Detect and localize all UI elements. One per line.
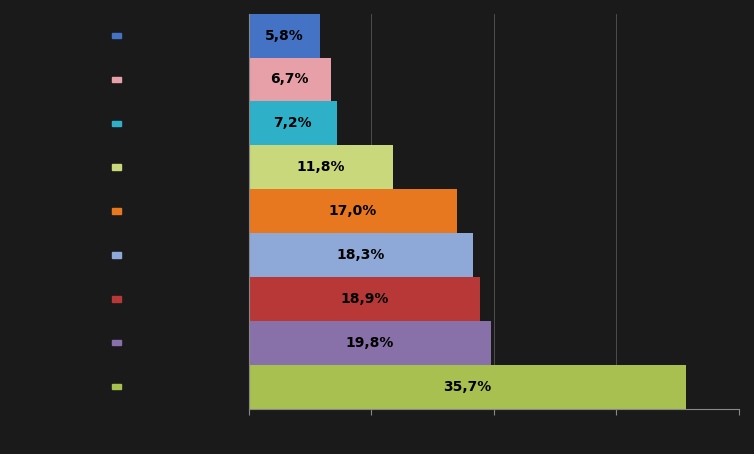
Text: 18,3%: 18,3% <box>337 248 385 262</box>
Text: 7,2%: 7,2% <box>274 116 312 130</box>
Text: 18,9%: 18,9% <box>340 292 389 306</box>
Text: 35,7%: 35,7% <box>443 380 492 394</box>
Bar <box>249 233 473 277</box>
Text: 6,7%: 6,7% <box>271 73 309 86</box>
Text: 11,8%: 11,8% <box>297 160 345 174</box>
Bar <box>249 58 331 101</box>
Bar <box>249 321 492 365</box>
Bar <box>249 14 320 58</box>
Bar <box>249 101 337 145</box>
Bar <box>249 277 480 321</box>
Bar <box>249 189 457 233</box>
Bar <box>249 365 686 409</box>
Text: 17,0%: 17,0% <box>329 204 377 218</box>
Text: 19,8%: 19,8% <box>346 336 394 350</box>
Text: 5,8%: 5,8% <box>265 29 304 43</box>
Bar <box>249 145 394 189</box>
